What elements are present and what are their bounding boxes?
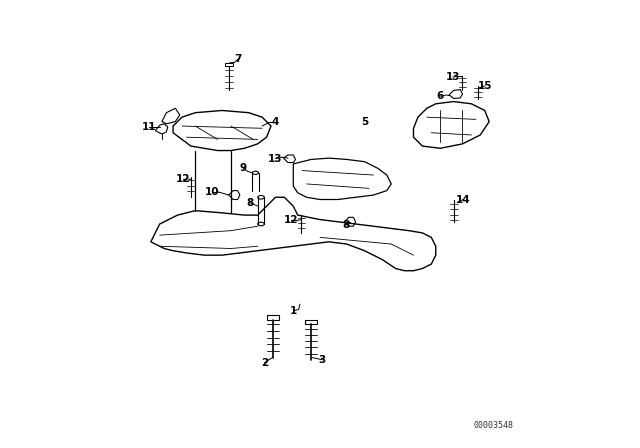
Text: 8: 8 <box>342 220 349 230</box>
Text: 00003548: 00003548 <box>474 421 514 430</box>
Text: 4: 4 <box>272 117 279 128</box>
Text: 5: 5 <box>361 117 368 128</box>
Text: 15: 15 <box>477 81 492 91</box>
Text: 3: 3 <box>319 355 326 365</box>
Text: 12: 12 <box>176 173 191 184</box>
Text: 7: 7 <box>234 54 241 64</box>
Text: 13: 13 <box>445 72 460 82</box>
Text: 9: 9 <box>240 164 247 173</box>
Text: 10: 10 <box>205 187 220 197</box>
Text: 13: 13 <box>268 154 283 164</box>
Text: 14: 14 <box>456 194 470 205</box>
Text: 2: 2 <box>260 358 268 368</box>
Text: 6: 6 <box>436 91 444 101</box>
Text: 8: 8 <box>246 198 253 207</box>
Text: 12: 12 <box>284 215 298 225</box>
Text: 1: 1 <box>290 306 297 316</box>
Text: 11: 11 <box>141 122 156 132</box>
